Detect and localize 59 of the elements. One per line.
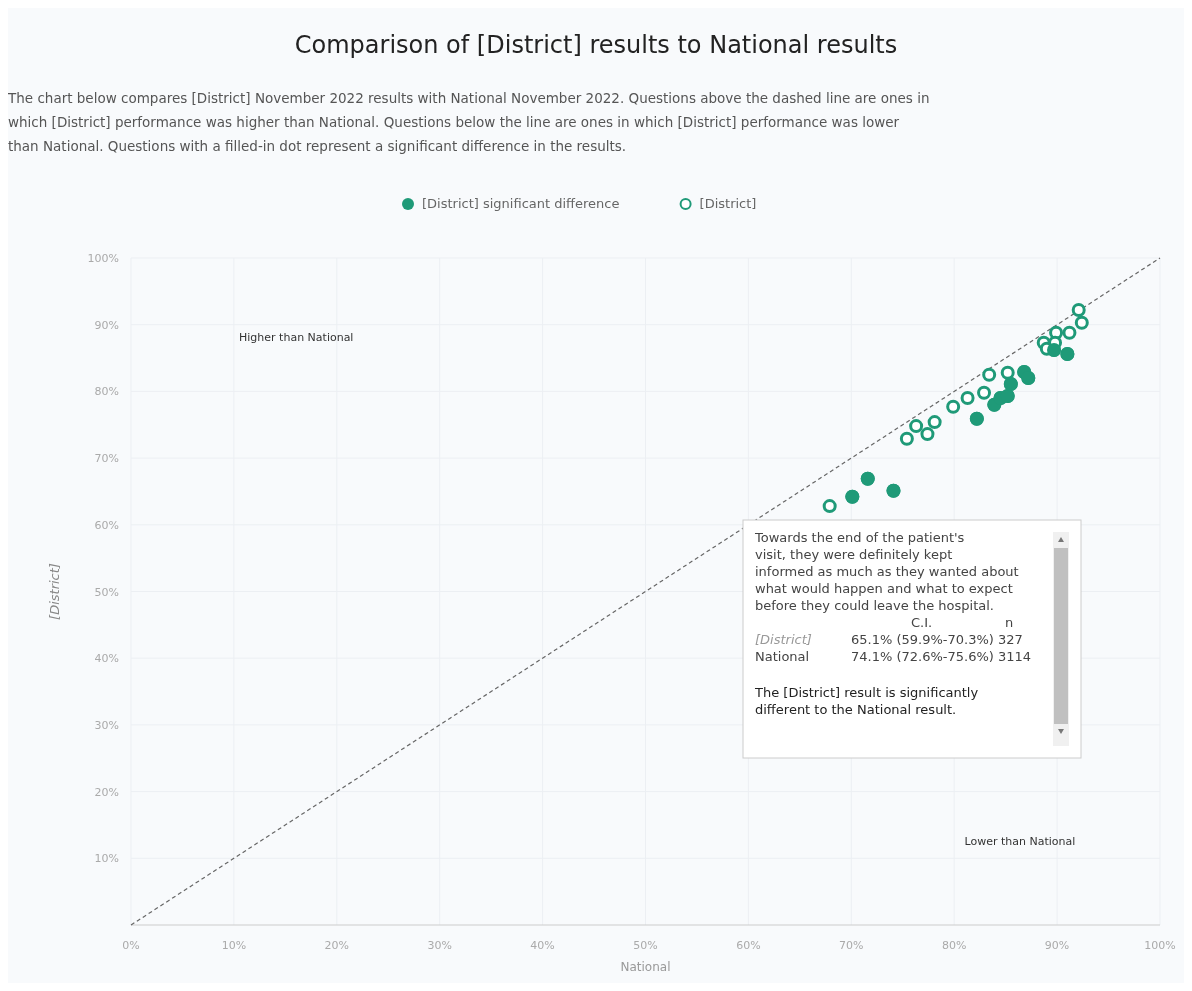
annotation: [District] — [755, 632, 812, 647]
y-tick-label: 60% — [94, 518, 119, 532]
point — [860, 471, 875, 486]
y-tick-label: 100% — [87, 252, 119, 265]
annotation: 74.1% (72.6%-75.6%) 3114 — [851, 649, 1032, 664]
point — [969, 411, 984, 426]
chart-subtitle: The chart below compares [District] November 2022 results with National November 2022. Questions above the dashed line are ones in which [District] performance was higher than National. Questions below the line are ones in which [District] performance was lower than National. Questions with a filled-in dot represent a significant difference in the results. — [7, 90, 930, 154]
y-tick-label: 30% — [94, 718, 119, 732]
chart-title: Comparison of [District] results to National results — [294, 31, 898, 59]
x-tick-label: 80% — [941, 939, 967, 952]
y-tick-label: 20% — [94, 785, 119, 799]
y-tick-label: 50% — [94, 585, 119, 599]
legend-label: [District] significant difference — [422, 196, 620, 211]
point — [920, 427, 935, 442]
point — [1047, 343, 1062, 358]
y-tick-label: 40% — [94, 652, 119, 666]
annotation: C.I. — [911, 615, 933, 630]
x-tick-label: 60% — [736, 939, 761, 952]
point — [822, 499, 837, 514]
annotation: National — [755, 649, 810, 664]
point — [1071, 303, 1086, 318]
point — [1060, 347, 1075, 362]
annotation: Higher than National — [239, 331, 354, 345]
point — [845, 489, 860, 504]
point — [927, 415, 942, 430]
point — [886, 483, 901, 498]
point — [1003, 377, 1018, 392]
annotation: Towards the end of the patient's visit, they were definitely kept informed as much as they wanted about what would happen and what to expect before they could leave the hospital. — [754, 530, 1019, 613]
y-axis-title: [District] — [47, 563, 62, 620]
point — [1000, 365, 1015, 380]
x-axis-title: National — [620, 960, 671, 974]
point — [1021, 371, 1036, 386]
annotation: n — [1005, 615, 1014, 630]
y-tick-label: 90% — [94, 318, 119, 332]
point — [1074, 315, 1089, 330]
x-tick-label: 50% — [633, 939, 658, 952]
point — [899, 431, 914, 446]
y-tick-label: 10% — [94, 852, 119, 866]
point — [946, 399, 961, 414]
x-tick-label: 0% — [122, 939, 140, 952]
annotation: The [District] result is significantly different to the National result. — [754, 685, 979, 717]
y-tick-label: 80% — [94, 385, 119, 399]
x-tick-label: 10% — [221, 939, 247, 952]
x-tick-label: 20% — [324, 939, 350, 952]
annotation: 65.1% (59.9%-70.3%) 327 — [851, 632, 1023, 647]
point — [960, 391, 975, 406]
y-tick-label: 70% — [94, 452, 119, 466]
x-tick-label: 40% — [530, 939, 555, 952]
x-tick-label: 30% — [427, 939, 452, 952]
x-tick-label: 100% — [1144, 939, 1176, 952]
annotation: Lower than National — [964, 834, 1076, 848]
x-tick-label: 70% — [839, 939, 864, 952]
point — [909, 419, 924, 434]
point — [982, 367, 997, 382]
point — [1000, 389, 1015, 404]
legend-label: [District] — [699, 196, 757, 211]
point — [1062, 325, 1077, 340]
x-tick-label: 90% — [1044, 939, 1070, 952]
point — [977, 385, 992, 400]
